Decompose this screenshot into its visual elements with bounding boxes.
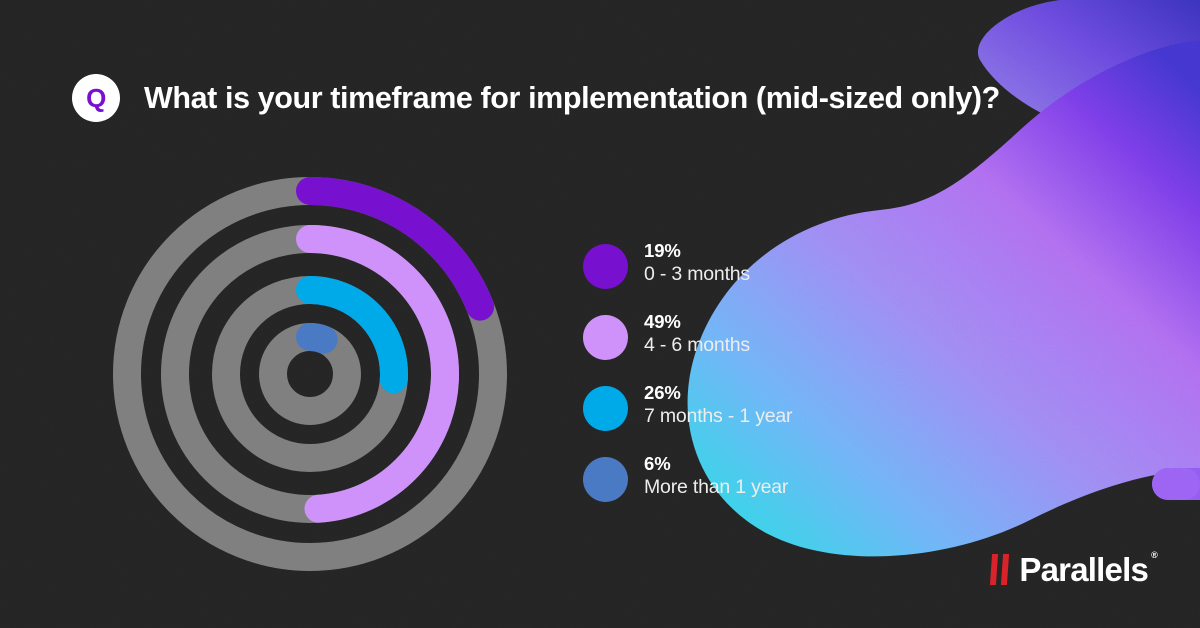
legend-item: 19% 0 - 3 months	[583, 240, 792, 311]
legend-text: 49% 4 - 6 months	[644, 311, 750, 358]
legend-label: More than 1 year	[644, 475, 789, 498]
radial-chart-svg	[113, 177, 507, 571]
legend-label: 7 months - 1 year	[644, 404, 793, 427]
legend-text: 6% More than 1 year	[644, 453, 788, 500]
legend-label: 4 - 6 months	[644, 333, 750, 356]
legend-item: 49% 4 - 6 months	[583, 311, 792, 382]
question-badge: Q	[72, 74, 120, 122]
legend-percent: 26%	[644, 382, 681, 403]
radial-bar-chart	[110, 174, 510, 574]
legend-item: 6% More than 1 year	[583, 453, 792, 524]
parallels-logo: Parallels ®	[990, 551, 1158, 588]
parallels-bar-2	[1001, 554, 1010, 585]
parallels-bar-1	[990, 554, 999, 585]
legend-label: 0 - 3 months	[644, 262, 750, 285]
parallels-wordmark: Parallels ®	[1019, 551, 1157, 588]
legend-item: 26% 7 months - 1 year	[583, 382, 793, 453]
question-badge-letter: Q	[86, 83, 106, 113]
legend-percent: 19%	[644, 240, 681, 261]
header: Q What is your timeframe for implementat…	[72, 74, 1000, 122]
legend-text: 19% 0 - 3 months	[644, 240, 750, 287]
registered-trademark-icon: ®	[1151, 550, 1158, 560]
legend-swatch-0-3-months	[583, 244, 628, 289]
chart-legend: 19% 0 - 3 months 49% 4 - 6 months 26% 7 …	[583, 240, 793, 524]
parallels-wordmark-text: Parallels	[1019, 551, 1148, 588]
parallels-bars-icon	[990, 554, 1010, 585]
legend-percent: 6%	[644, 453, 671, 474]
legend-swatch-4-6-months	[583, 315, 628, 360]
legend-swatch-more-than-1-year	[583, 457, 628, 502]
page-title: What is your timeframe for implementatio…	[144, 80, 1000, 115]
legend-text: 26% 7 months - 1 year	[644, 382, 793, 429]
legend-percent: 49%	[644, 311, 681, 332]
legend-swatch-7-months-1-year	[583, 386, 628, 431]
chart-value-arc	[296, 323, 338, 354]
